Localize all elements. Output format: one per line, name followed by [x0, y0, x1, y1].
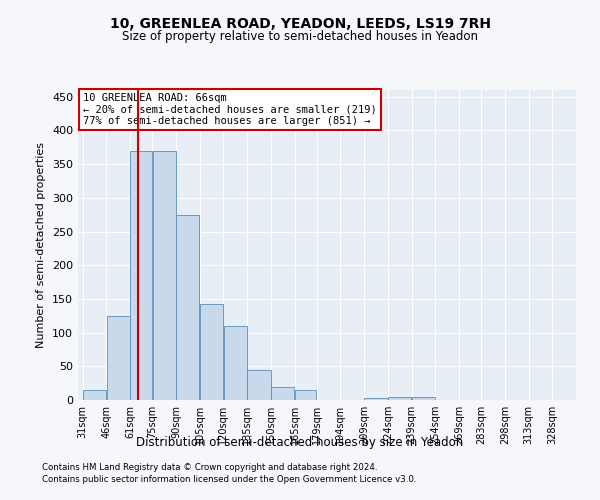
Text: 10, GREENLEA ROAD, YEADON, LEEDS, LS19 7RH: 10, GREENLEA ROAD, YEADON, LEEDS, LS19 7…	[110, 18, 491, 32]
Bar	[364, 398, 388, 400]
Bar	[412, 398, 435, 400]
Text: Contains HM Land Registry data © Crown copyright and database right 2024.: Contains HM Land Registry data © Crown c…	[42, 464, 377, 472]
Bar	[152, 150, 176, 400]
Text: Contains public sector information licensed under the Open Government Licence v3: Contains public sector information licen…	[42, 475, 416, 484]
Y-axis label: Number of semi-detached properties: Number of semi-detached properties	[37, 142, 46, 348]
Bar	[83, 390, 106, 400]
Text: Size of property relative to semi-detached houses in Yeadon: Size of property relative to semi-detach…	[122, 30, 478, 43]
Bar	[107, 316, 130, 400]
Bar	[130, 150, 152, 400]
Text: Distribution of semi-detached houses by size in Yeadon: Distribution of semi-detached houses by …	[136, 436, 464, 449]
Text: 10 GREENLEA ROAD: 66sqm
← 20% of semi-detached houses are smaller (219)
77% of s: 10 GREENLEA ROAD: 66sqm ← 20% of semi-de…	[83, 93, 377, 126]
Bar	[388, 396, 412, 400]
Bar	[295, 390, 316, 400]
Bar	[224, 326, 247, 400]
Bar	[200, 304, 223, 400]
Bar	[176, 214, 199, 400]
Bar	[247, 370, 271, 400]
Bar	[271, 386, 295, 400]
